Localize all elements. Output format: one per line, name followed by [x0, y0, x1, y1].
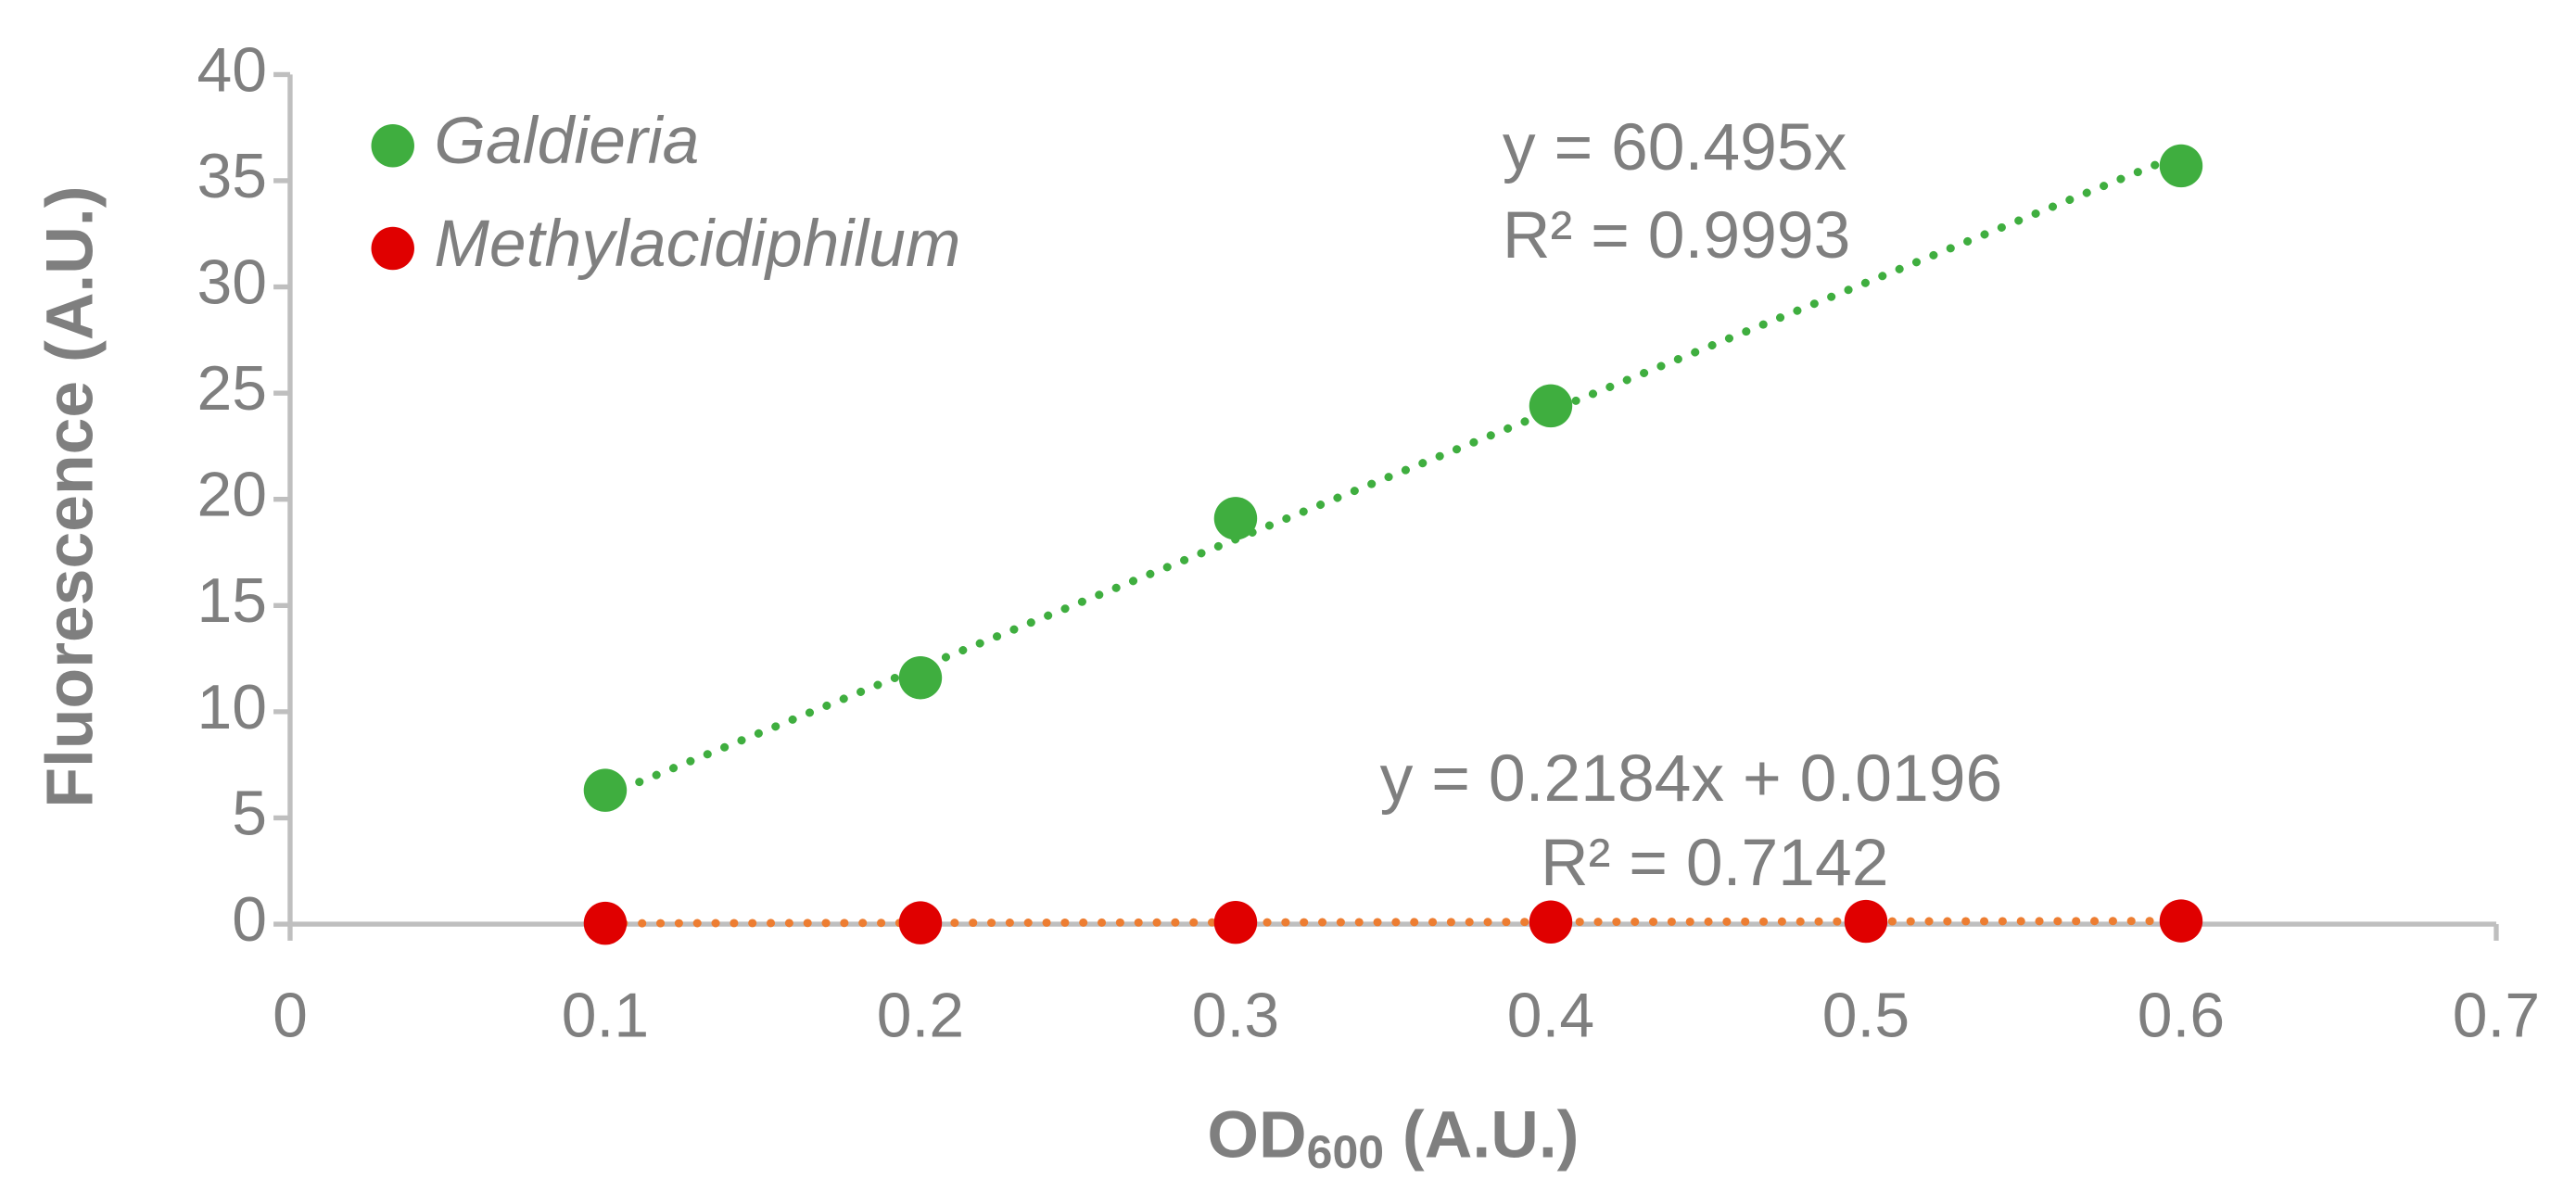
point — [2159, 144, 2203, 188]
y-tick-label: 15 — [197, 566, 267, 636]
trend-equation: y = 60.495x — [1503, 110, 1847, 184]
point — [1213, 497, 1258, 540]
legend-label: Galdieria — [434, 104, 699, 178]
x-tick-label: 0.5 — [1822, 982, 1910, 1051]
x-axis-title-subscript: 600 — [1307, 1126, 1384, 1178]
y-tick-label: 20 — [197, 461, 267, 530]
trend-equation: y = 0.2184x + 0.0196 — [1380, 741, 2003, 816]
x-axis-title-rest: (A.U.) — [1384, 1097, 1579, 1172]
y-tick-label: 40 — [197, 35, 267, 105]
x-tick-label: 0.3 — [1192, 982, 1279, 1051]
x-tick-label: 0.7 — [2453, 982, 2540, 1051]
y-tick-label: 0 — [232, 885, 267, 955]
point — [1529, 384, 1573, 428]
point — [1844, 899, 1888, 944]
trendline — [601, 917, 2186, 928]
y-tick-label: 10 — [197, 673, 267, 742]
y-tick-label: 30 — [197, 247, 267, 317]
point — [898, 901, 943, 944]
x-axis-title: OD600 (A.U.) — [1207, 1097, 1579, 1178]
point — [898, 655, 943, 700]
point — [1529, 900, 1573, 944]
legend-marker — [371, 226, 414, 271]
trend-r2: R² = 0.7142 — [1541, 826, 1888, 900]
x-tick-label: 0.2 — [877, 982, 964, 1051]
trendline — [601, 150, 2186, 801]
point — [583, 768, 628, 812]
legend-marker — [371, 124, 414, 168]
x-tick-label: 0 — [273, 982, 308, 1051]
y-tick-label: 5 — [232, 779, 267, 848]
point — [2159, 899, 2203, 943]
x-axis-title-main: OD — [1207, 1097, 1306, 1172]
trend-r2: R² = 0.9993 — [1503, 198, 1850, 272]
point — [583, 901, 628, 945]
y-tick-label: 25 — [197, 354, 267, 424]
x-tick-label: 0.4 — [1507, 982, 1594, 1051]
x-tick-label: 0.1 — [562, 982, 649, 1051]
y-tick-label: 35 — [197, 142, 267, 211]
y-axis-title: Fluorescence (A.U.) — [33, 185, 108, 807]
legend-label: Methylacidiphilum — [434, 207, 960, 281]
point — [1213, 900, 1258, 944]
x-tick-label: 0.6 — [2138, 982, 2225, 1051]
